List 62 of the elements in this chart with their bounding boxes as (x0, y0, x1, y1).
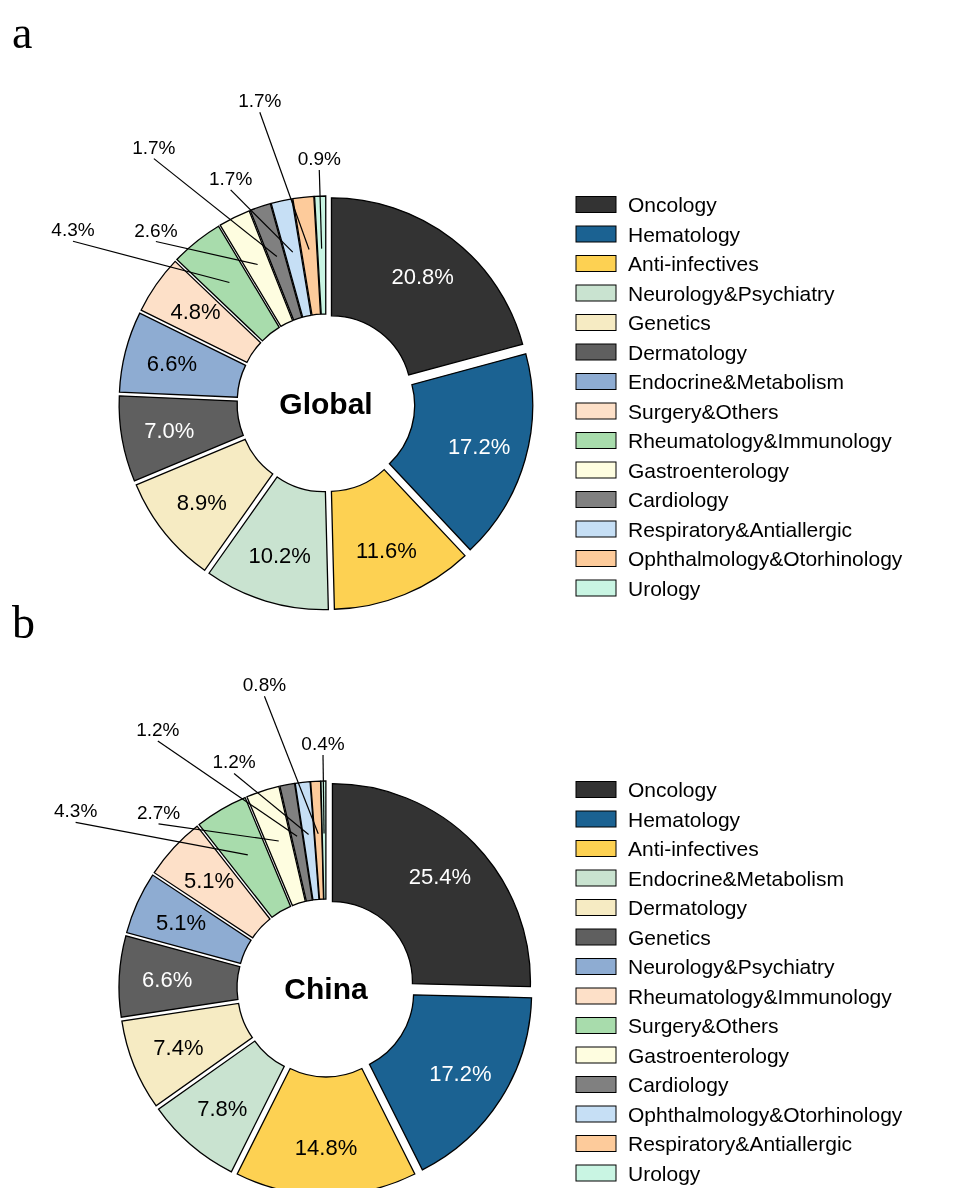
data-label: 4.3% (51, 219, 95, 241)
legend-label: Respiratory&Antiallergic (628, 517, 853, 541)
legend-label: Endocrine&Metabolism (628, 866, 844, 890)
data-label: 1.2% (212, 751, 256, 773)
legend-label: Hematology (628, 222, 741, 246)
data-label: 7.8% (197, 1096, 248, 1122)
data-label: 5.1% (155, 910, 207, 936)
legend-label: Urology (628, 1161, 701, 1185)
legend-label: Rheumatology&Immunology (628, 984, 893, 1008)
legend-label: Dermatology (628, 340, 748, 364)
legend-label: Oncology (628, 778, 718, 801)
data-label: 1.7% (132, 136, 176, 158)
data-label: 7.0% (144, 418, 195, 444)
text: a (12, 7, 33, 58)
data-label: 0.8% (242, 674, 287, 696)
data-label: 20.8% (391, 264, 454, 290)
legend-label: Dermatology (628, 896, 748, 919)
donut-slice (118, 395, 244, 482)
data-label: 10.2% (248, 542, 311, 568)
text: China (284, 971, 368, 1005)
data-label: 7.4% (153, 1035, 204, 1060)
legend-label: Respiratory&Antiallergic (628, 1132, 853, 1155)
legend-label: Gastroenterology (628, 1043, 790, 1067)
data-label: 14.8% (294, 1134, 358, 1160)
data-label: 4.3% (53, 800, 98, 822)
legend-label: Hematology (628, 807, 741, 831)
donut-slice (330, 468, 466, 610)
legend-label: Ophthalmology&Otorhinology (628, 1102, 903, 1126)
data-label: 4.8% (170, 299, 221, 325)
legend-label: Urology (628, 576, 701, 600)
data-label: 1.2% (136, 718, 180, 740)
text: Global (279, 386, 373, 420)
legend-label: Oncology (628, 193, 718, 216)
data-label: 0.4% (301, 733, 345, 755)
legend-label: Anti-infectives (628, 252, 759, 275)
data-label: 17.2% (429, 1060, 492, 1086)
text: b (12, 597, 35, 648)
data-label: 11.6% (356, 537, 417, 563)
legend-label: Gastroenterology (628, 458, 790, 482)
data-label: 6.6% (146, 350, 197, 376)
data-label: 2.6% (134, 219, 178, 241)
legend-label: Genetics (628, 311, 711, 334)
legend-label: Neurology&Psychiatry (628, 281, 836, 305)
legend-label: Rheumatology&Immunology (628, 429, 893, 452)
data-label: 5.1% (183, 867, 235, 893)
data-label: 6.6% (142, 966, 193, 992)
legend-label: Cardiology (628, 1073, 729, 1096)
data-label: 1.7% (208, 167, 253, 189)
data-label: 2.7% (136, 801, 181, 823)
legend-label: Cardiology (628, 488, 729, 511)
data-label: 25.4% (408, 864, 472, 890)
legend-label: Surgery&Others (628, 399, 779, 423)
legend-label: Endocrine&Metabolism (628, 370, 844, 393)
legend-label: Neurology&Psychiatry (628, 955, 836, 978)
data-label: 0.9% (297, 148, 342, 170)
legend-label: Genetics (628, 925, 711, 949)
data-label: 8.9% (176, 489, 227, 515)
legend-label: Surgery&Others (628, 1014, 779, 1037)
data-label: 1.7% (238, 90, 282, 112)
legend-label: Anti-infectives (628, 837, 759, 860)
legend-label: Ophthalmology&Otorhinology (628, 547, 903, 570)
data-label: 17.2% (447, 433, 511, 459)
